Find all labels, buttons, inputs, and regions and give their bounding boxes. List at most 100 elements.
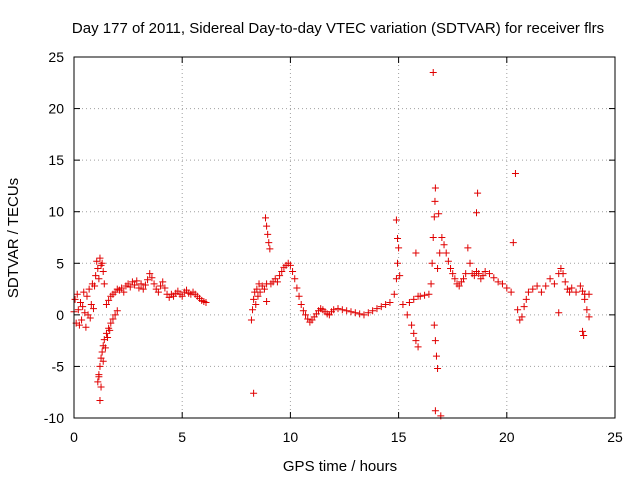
grid-layer [74, 57, 615, 418]
data-point [266, 245, 274, 253]
data-point [579, 327, 587, 335]
data-point [263, 297, 271, 305]
data-point [302, 311, 310, 319]
data-point [91, 282, 99, 290]
data-point [79, 303, 87, 311]
y-axis-label: SDTVAR / TECUs [5, 178, 22, 298]
data-point [430, 321, 438, 329]
data-point [561, 278, 569, 286]
data-point [462, 270, 470, 278]
data-point [89, 305, 97, 313]
data-point [343, 307, 351, 315]
data-point [75, 321, 83, 329]
data-point [109, 315, 117, 323]
data-point [542, 282, 550, 290]
data-point [254, 292, 262, 300]
data-point [100, 280, 108, 288]
data-point [94, 378, 102, 386]
data-point [537, 288, 545, 296]
data-point [399, 301, 407, 309]
data-point [498, 280, 506, 288]
data-point [444, 257, 452, 265]
data-point [264, 230, 272, 238]
data-point [141, 281, 149, 289]
data-point [503, 284, 511, 292]
data-point [580, 331, 588, 339]
data-point [369, 307, 377, 315]
data-point [96, 396, 104, 404]
y-tick-label: 25 [48, 49, 64, 65]
axis-layer: 0 5 10 15 20 25 -10 -5 0 5 10 15 20 25 [44, 49, 623, 445]
data-point [507, 288, 515, 296]
data-point [455, 282, 463, 290]
data-point [410, 295, 418, 303]
data-point [202, 298, 210, 306]
data-point [576, 282, 584, 290]
data-point [146, 270, 154, 278]
data-point [429, 234, 437, 241]
data-point [334, 305, 342, 313]
data-point [546, 275, 554, 283]
data-point [95, 275, 103, 283]
data-point [139, 285, 147, 293]
x-tick-label: 0 [70, 429, 78, 445]
data-point [434, 364, 442, 372]
data-point [427, 280, 435, 288]
data-point [585, 290, 593, 298]
x-tick-label: 5 [178, 429, 186, 445]
data-point [178, 292, 186, 300]
data-point [83, 292, 91, 300]
data-point [373, 305, 381, 313]
data-point [85, 285, 93, 293]
data-point [330, 306, 338, 314]
data-point [73, 290, 81, 298]
data-point [161, 284, 169, 292]
y-tick-label: 20 [48, 101, 64, 117]
x-axis-label: GPS time / hours [283, 458, 397, 475]
data-point [529, 285, 537, 293]
plot-frame [73, 56, 616, 419]
y-tick-label: -10 [44, 410, 64, 426]
data-point [356, 310, 364, 318]
data-point [481, 268, 489, 276]
data-point [98, 259, 106, 267]
data-point [102, 329, 110, 337]
data-point [97, 383, 105, 391]
points-layer [70, 68, 593, 420]
data-point [585, 313, 593, 321]
y-tick-label: 15 [48, 152, 64, 168]
data-point [434, 264, 442, 272]
data-point [159, 278, 167, 286]
data-point [520, 303, 528, 311]
data-point [470, 272, 478, 280]
y-tick-label: 10 [48, 204, 64, 220]
data-point [524, 288, 532, 296]
data-point [447, 264, 455, 272]
data-point [101, 344, 109, 352]
y-tick-label: 0 [56, 307, 64, 323]
data-point [105, 296, 113, 304]
data-point [82, 323, 90, 331]
data-point [133, 277, 141, 285]
data-point [394, 259, 402, 267]
data-point [396, 272, 404, 280]
data-point [120, 288, 128, 296]
y-tick-label: 5 [56, 255, 64, 271]
data-point [252, 301, 260, 309]
data-point [430, 213, 438, 221]
y-tick-label: -5 [52, 358, 65, 374]
data-point [431, 184, 439, 192]
data-point [405, 298, 413, 306]
data-point [96, 254, 104, 262]
data-point [262, 214, 270, 222]
data-point [394, 235, 402, 243]
data-point [559, 270, 567, 278]
data-point [568, 284, 576, 292]
data-point [364, 309, 372, 317]
data-point [390, 290, 398, 298]
data-point [148, 274, 156, 282]
data-point [80, 288, 88, 296]
data-point [475, 270, 483, 278]
